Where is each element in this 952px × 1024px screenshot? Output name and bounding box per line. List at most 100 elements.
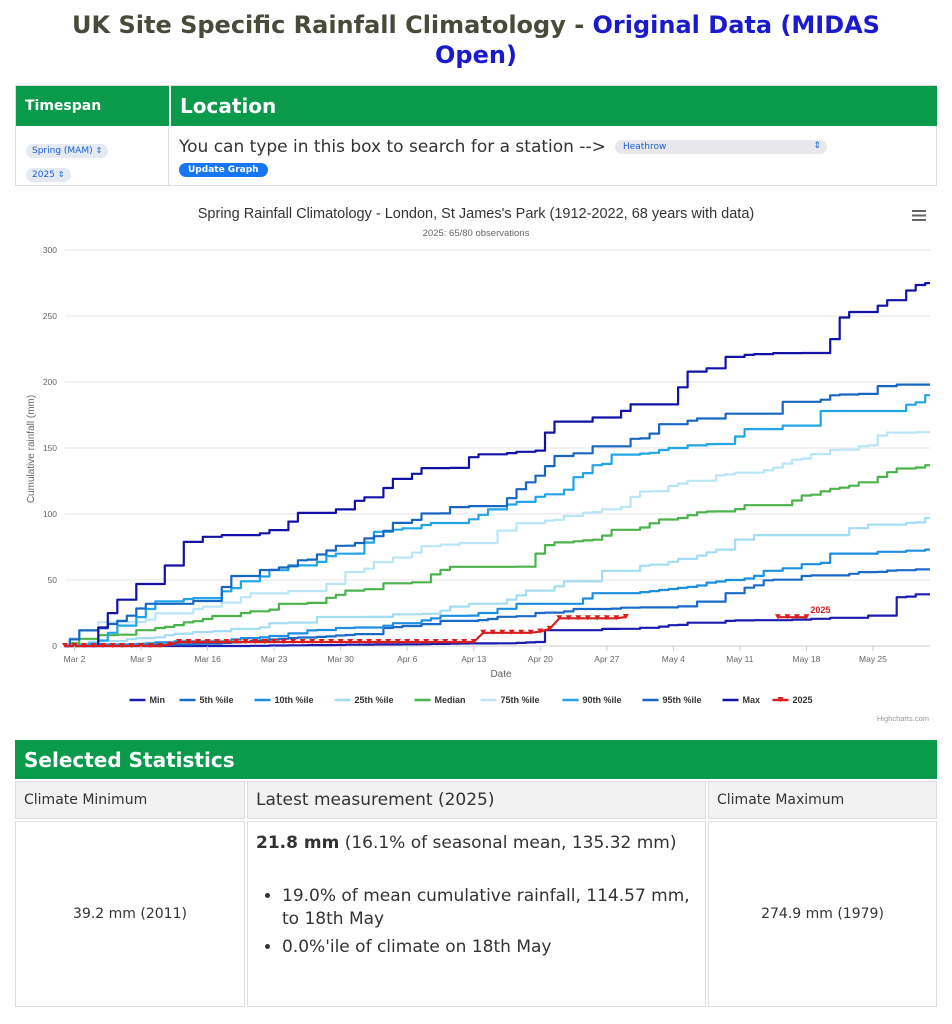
x-tick-label: Apr 6: [397, 654, 418, 664]
latest-measurement-header: Latest measurement (2025): [247, 781, 706, 819]
legend-item-label: 75th %ile: [501, 695, 540, 705]
series-2025-marker: [356, 639, 363, 645]
page-title-line1: UK Site Specific Rainfall Climatology - …: [0, 10, 952, 40]
series-2025-marker: [223, 639, 230, 645]
season-select[interactable]: Spring (MAM) ⇕: [26, 144, 109, 158]
chart-subtitle: 2025: 65/80 observations: [423, 228, 530, 239]
midas-open-link[interactable]: Original Data (MIDAS: [592, 11, 880, 39]
climate-maximum-value: 274.9 mm (1979): [708, 821, 937, 1007]
updown-chevron-icon: ⇕: [95, 146, 103, 155]
station-select[interactable]: Heathrow ⇕: [614, 139, 827, 154]
page-title: UK Site Specific Rainfall Climatology - …: [0, 10, 952, 70]
latest-value: 21.8 mm: [256, 833, 340, 853]
highcharts-credit[interactable]: Highcharts.com: [877, 714, 929, 723]
series-2025-marker: [290, 639, 297, 645]
x-tick-label: May 4: [662, 654, 685, 664]
series-2025-marker: [546, 625, 553, 631]
series-2025-marker: [394, 639, 401, 645]
series-2025-marker: [347, 639, 354, 645]
series-2025-marker: [489, 629, 496, 635]
climate-minimum-value: 39.2 mm (2011): [15, 821, 245, 1007]
year-select-value: 2025: [32, 170, 55, 180]
climate-minimum-header: Climate Minimum: [15, 781, 245, 819]
timespan-cell: Spring (MAM) ⇕ 2025 ⇕: [16, 128, 169, 185]
update-graph-button[interactable]: Update Graph: [179, 162, 268, 177]
y-tick-label: 150: [43, 443, 57, 453]
series-2025-marker: [375, 639, 382, 645]
series-2025-marker: [565, 615, 572, 621]
series-2025-marker: [594, 615, 601, 621]
series-2025-marker: [261, 639, 268, 645]
x-tick-label: Apr 13: [461, 654, 486, 664]
series-2025-marker: [413, 639, 420, 645]
legend-item-label: Max: [743, 695, 761, 705]
series-2025-marker: [128, 643, 135, 648]
controls-table: Timespan Location Spring (MAM) ⇕ 2025 ⇕ Yo…: [15, 85, 937, 186]
updown-chevron-icon: ⇕: [813, 140, 821, 151]
series-2025-marker: [499, 629, 506, 635]
series-2025-marker: [774, 614, 781, 620]
series-2025-marker: [242, 639, 249, 645]
legend-item-label: 90th %ile: [583, 695, 622, 705]
series-2025-marker: [508, 629, 515, 635]
series-2025-marker: [603, 615, 610, 621]
series-2025-marker: [109, 643, 116, 648]
climate-maximum-header: Climate Maximum: [708, 781, 937, 819]
series-2025-marker: [470, 639, 477, 645]
page-title-prefix: UK Site Specific Rainfall Climatology -: [72, 11, 593, 39]
legend-item-label: 25th %ile: [355, 695, 394, 705]
station-search-prompt: You can type in this box to search for a…: [179, 136, 606, 157]
series-2025-marker: [100, 643, 107, 648]
year-select[interactable]: 2025 ⇕: [26, 168, 71, 182]
series-2025-marker: [622, 613, 629, 619]
series-90th-ile-line: [65, 394, 930, 648]
legend-item-label: 10th %ile: [275, 695, 314, 705]
series-2025-marker: [214, 639, 221, 645]
series-2025-marker: [537, 628, 544, 634]
updown-chevron-icon: ⇕: [57, 170, 65, 179]
series-2025-marker: [793, 614, 800, 620]
series-2025-marker: [451, 639, 458, 645]
series-2025-marker: [328, 639, 335, 645]
hamburger-menu-icon[interactable]: [912, 210, 926, 221]
series-2025-annotation: 2025: [810, 605, 830, 615]
x-tick-label: Mar 9: [130, 654, 152, 664]
x-tick-label: May 11: [726, 654, 754, 664]
series-2025-marker: [119, 643, 126, 648]
y-tick-label: 50: [48, 575, 58, 585]
series-2025-marker: [518, 629, 525, 635]
x-tick-label: Apr 27: [594, 654, 619, 664]
series-2025-marker: [147, 643, 154, 648]
latest-detail: (16.1% of seasonal mean, 135.32 mm): [339, 833, 677, 853]
series-2025-marker: [432, 639, 439, 645]
location-cell: You can type in this box to search for a…: [171, 128, 937, 185]
y-tick-label: 0: [52, 641, 57, 651]
list-item: 19.0% of mean cumulative rainfall, 114.5…: [282, 885, 697, 931]
y-tick-label: 250: [43, 311, 57, 321]
latest-measurement-summary: 21.8 mm (16.1% of seasonal mean, 135.32 …: [256, 832, 697, 855]
latest-bullets: 19.0% of mean cumulative rainfall, 114.5…: [256, 885, 697, 959]
legend-item-label: 95th %ile: [663, 695, 702, 705]
y-tick-label: 100: [43, 509, 57, 519]
legend-item-label: Median: [435, 695, 466, 705]
station-select-value: Heathrow: [622, 141, 667, 152]
series-2025-marker: [527, 629, 534, 635]
y-axis-label: Cumulative rainfall (mm): [26, 395, 37, 503]
series-median-line: [65, 464, 930, 648]
x-tick-label: May 25: [859, 654, 887, 664]
legend-marker: [777, 697, 784, 702]
series-2025-marker: [90, 643, 97, 648]
series-2025-marker: [366, 639, 373, 645]
statistics-header: Selected Statistics: [15, 740, 937, 779]
series-2025-marker: [584, 615, 591, 621]
series-2025-marker: [157, 643, 164, 648]
midas-open-link-line2[interactable]: Open): [435, 41, 517, 69]
series-2025-marker: [204, 639, 211, 645]
x-axis-label: Date: [490, 669, 512, 680]
series-2025-marker: [252, 639, 259, 645]
list-item: 0.0%'ile of climate on 18th May: [282, 936, 697, 959]
legend-item-label: 5th %ile: [200, 695, 234, 705]
chart-legend: Min 5th %ile 10th %ile 25th %ile Median 75th …: [129, 695, 813, 705]
rainfall-chart: Spring Rainfall Climatology - London, St…: [15, 197, 937, 727]
series-25th-ile-line: [65, 516, 930, 648]
